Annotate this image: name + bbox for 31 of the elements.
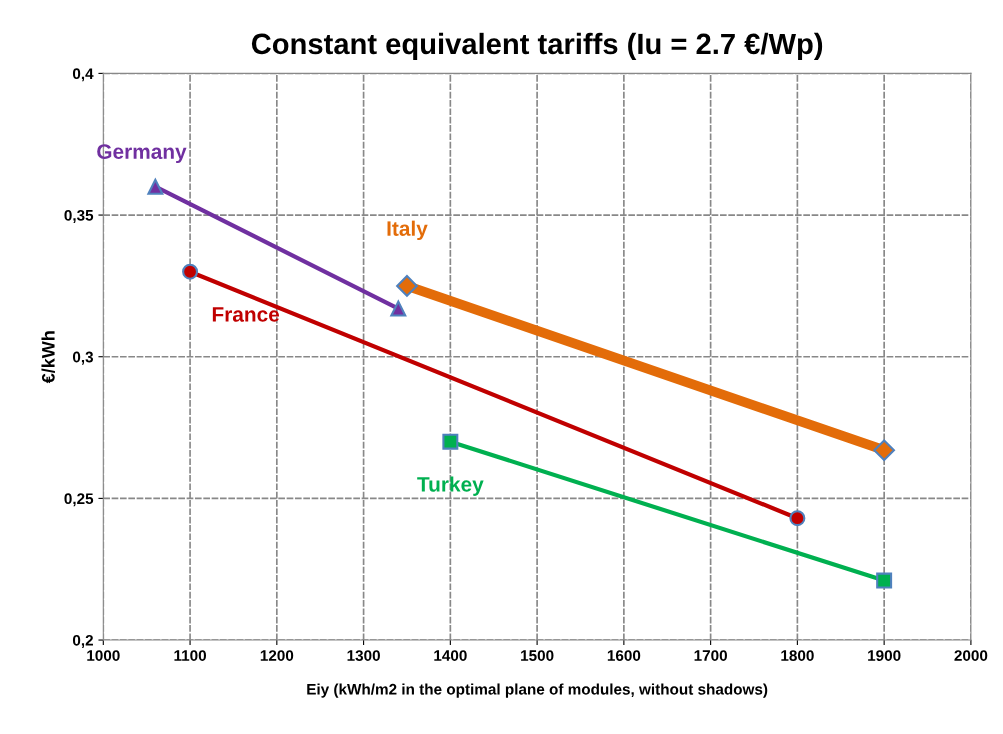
point <box>873 439 896 462</box>
point <box>147 178 164 195</box>
series-label: Italy <box>387 220 428 241</box>
x-tick-label: 1300 <box>347 650 380 662</box>
series-label: France <box>212 307 280 322</box>
x-tick-label: 2000 <box>954 650 988 661</box>
x-tick-label: 1100 <box>174 650 207 661</box>
x-tick-label: 1900 <box>868 650 901 661</box>
x-tick-label: 1700 <box>694 650 727 661</box>
point <box>876 572 893 589</box>
x-tick-label: 1500 <box>521 650 554 661</box>
x-axis-title: Eiy (kWh/m2 in the optimal plane of modules, without shadows) <box>307 683 768 698</box>
point <box>390 300 407 317</box>
series-label: Turkey <box>417 476 484 496</box>
y-tick-label: 0,35 <box>64 209 94 223</box>
point <box>396 275 418 297</box>
point <box>789 510 806 527</box>
y-tick-label: 0,2 <box>72 634 93 648</box>
point <box>182 263 199 280</box>
x-tick-label: 1600 <box>607 650 641 661</box>
chart-title: Constant equivalent tariffs (Iu = 2.7 €/Wp) <box>251 32 823 61</box>
x-tick-label: 1000 <box>87 650 120 661</box>
y-tick-label: 0,4 <box>72 68 94 82</box>
y-tick-label: 0,3 <box>72 351 94 365</box>
x-tick-label: 1800 <box>781 650 814 661</box>
x-tick-label: 1200 <box>260 650 294 661</box>
point <box>442 433 459 450</box>
y-axis-title: €/kWh <box>41 331 55 384</box>
x-tick-label: 1400 <box>434 650 467 661</box>
series-label: Germany <box>97 144 187 164</box>
y-tick-label: 0,25 <box>64 493 94 507</box>
